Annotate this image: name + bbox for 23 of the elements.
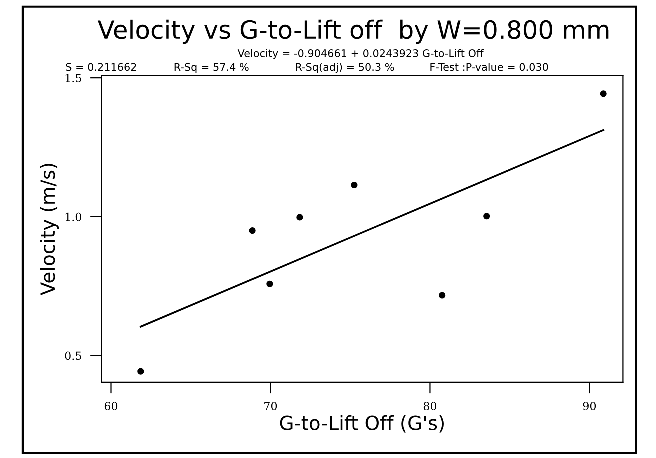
- text: S = 0.211662: [66, 63, 136, 72]
- y-axis-title: Velocity (m/s): [40, 164, 60, 296]
- text: R-Sq = 57.4 %: [174, 63, 249, 74]
- point: [138, 368, 144, 375]
- x-tick-label: 90: [583, 402, 596, 410]
- point: [351, 182, 358, 189]
- point: [484, 213, 490, 220]
- x-tick-label: 70: [264, 402, 278, 410]
- x-tick-label: 80: [424, 402, 437, 410]
- x-tick-label: 60: [104, 402, 118, 410]
- y-tick-label: 1.5: [66, 74, 82, 82]
- point: [439, 292, 446, 299]
- text: F-Test :P-value = 0.030: [430, 63, 548, 72]
- chart-subtitle: Velocity = -0.904661 + 0.0243923 G-to-Lift Off: [238, 49, 484, 60]
- point: [249, 228, 256, 234]
- point: [600, 90, 607, 98]
- chart-title: Velocity vs G-to-Lift off by W=0.800 mm: [98, 20, 609, 44]
- x-axis-title: G-to-Lift Off (G's): [280, 415, 444, 433]
- y-tick-label: 1.0: [66, 212, 82, 222]
- point: [266, 280, 274, 288]
- y-tick-label: 0.5: [65, 352, 82, 360]
- point: [296, 214, 304, 221]
- text: R-Sq(adj) = 50.3 %: [296, 63, 394, 74]
